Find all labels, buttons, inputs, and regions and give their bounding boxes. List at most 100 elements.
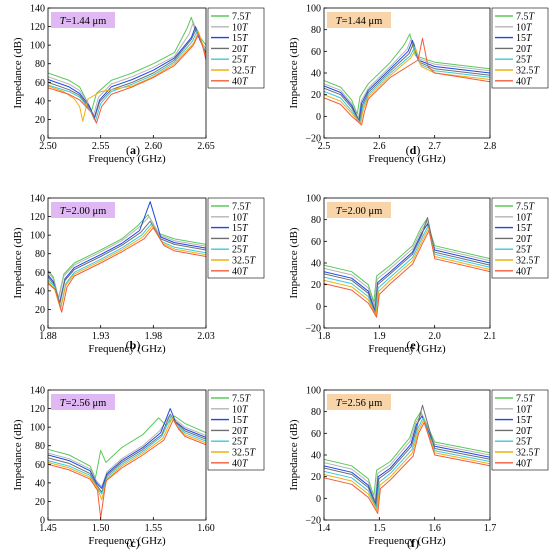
x-tick-label: 2.8 — [484, 141, 497, 152]
series-line-15T — [48, 408, 206, 489]
y-axis-label: Impedance (dB) — [288, 227, 300, 298]
y-tick-label: 120 — [30, 212, 45, 223]
series-line-10T — [48, 216, 206, 301]
y-tick-label: 0 — [316, 112, 321, 123]
series-line-20T — [324, 42, 490, 123]
legend-entry: 32.5T — [516, 66, 541, 77]
thickness-label: T=2.56 μm — [60, 398, 107, 409]
legend-entry: 32.5T — [232, 66, 257, 77]
x-axis-label: Frequency (GHz) — [368, 343, 446, 355]
chart-panel-a: 2.50 2.55 2.60 2.65 0 20 40 60 80 100 120 140 Freque… — [12, 4, 265, 165]
y-tick-label: −20 — [305, 134, 321, 145]
series-line-7.5T — [48, 415, 206, 479]
y-tick-label: −20 — [305, 324, 321, 335]
y-tick-label: 20 — [311, 280, 321, 291]
x-tick-label: 1.93 — [92, 331, 110, 342]
y-tick-label: 20 — [35, 115, 45, 126]
legend-entry: 40T — [516, 266, 533, 277]
y-tick-label: 80 — [311, 215, 321, 226]
y-tick-label: 100 — [306, 194, 321, 205]
thickness-label: T=2.00 μm — [336, 206, 383, 217]
y-tick-label: 40 — [35, 96, 45, 107]
thickness-badge — [327, 394, 391, 410]
series-line-40T — [48, 227, 206, 313]
y-tick-label: 120 — [30, 22, 45, 33]
x-tick-label: 2.6 — [373, 141, 386, 152]
legend-entry: 7.5T — [516, 394, 536, 405]
y-tick-label: 100 — [30, 41, 45, 52]
y-tick-label: 140 — [30, 194, 45, 205]
series-line-7.5T — [48, 214, 206, 299]
thickness-label: T=2.56 μm — [336, 398, 383, 409]
y-tick-label: 60 — [35, 268, 45, 279]
y-axis-label: Impedance (dB) — [288, 37, 300, 108]
legend-entry: 20T — [516, 234, 533, 245]
y-tick-label: 0 — [316, 302, 321, 313]
y-tick-label: 100 — [306, 386, 321, 397]
y-tick-label: 120 — [30, 404, 45, 415]
series-line-7.5T — [48, 16, 206, 113]
legend-entry: 10T — [516, 404, 533, 415]
chart-panel-c: 1.45 1.50 1.55 1.60 0 20 40 60 80 100 120 140 Freque… — [12, 386, 265, 550]
legend-entry: 40T — [232, 458, 249, 469]
y-tick-label: 40 — [311, 451, 321, 462]
panel-label: (d) — [406, 143, 421, 157]
x-tick-label: 2.5 — [318, 141, 331, 152]
x-tick-label: 1.60 — [197, 523, 215, 534]
x-axis-label: Frequency (GHz) — [88, 343, 166, 355]
legend-entry: 15T — [516, 223, 533, 234]
y-tick-label: 80 — [35, 441, 45, 452]
x-tick-label: 2.7 — [428, 141, 441, 152]
legend-entry: 20T — [232, 234, 249, 245]
x-tick-label: 1.6 — [428, 523, 441, 534]
legend-entry: 10T — [516, 22, 533, 33]
y-tick-label: −20 — [305, 516, 321, 527]
legend-entry: 25T — [516, 245, 533, 256]
legend-entry: 7.5T — [232, 394, 252, 405]
thickness-label: T=2.00 μm — [60, 206, 107, 217]
legend-entry: 40T — [232, 266, 249, 277]
y-tick-label: 80 — [311, 407, 321, 418]
panel-label: (e) — [406, 338, 419, 352]
legend-entry: 20T — [232, 44, 249, 55]
thickness-badge — [327, 12, 391, 28]
legend-entry: 10T — [232, 404, 249, 415]
legend-entry: 25T — [232, 437, 249, 448]
legend-entry: 40T — [516, 458, 533, 469]
series-line-20T — [324, 404, 490, 507]
y-tick-label: 60 — [35, 78, 45, 89]
legend-entry: 32.5T — [516, 256, 541, 267]
legend-entry: 15T — [516, 415, 533, 426]
x-axis-label: Frequency (GHz) — [368, 535, 446, 547]
thickness-badge — [51, 394, 115, 410]
plot-frame — [47, 7, 207, 139]
legend-entry: 20T — [232, 426, 249, 437]
x-tick-label: 1.55 — [145, 523, 163, 534]
chart-panel-d: 2.5 2.6 2.7 2.8 −20 0 20 40 60 80 100 Frequency (GH… — [288, 4, 549, 165]
chart-panel-b: 1.88 1.93 1.98 2.03 0 20 40 60 80 100 120 140 Freque… — [12, 194, 265, 355]
x-tick-label: 1.5 — [373, 523, 386, 534]
series-line-32.5T — [324, 227, 490, 317]
y-tick-label: 100 — [30, 231, 45, 242]
x-tick-label: 1.4 — [318, 523, 331, 534]
legend-entry: 7.5T — [232, 12, 252, 23]
y-tick-label: 40 — [35, 478, 45, 489]
legend-entry: 15T — [232, 33, 249, 44]
y-tick-label: 60 — [311, 429, 321, 440]
y-tick-label: 20 — [35, 305, 45, 316]
series-line-10T — [324, 37, 490, 119]
series-line-20T — [324, 217, 490, 314]
series-line-20T — [48, 413, 206, 493]
x-tick-label: 1.98 — [145, 331, 163, 342]
thickness-label: T=1.44 μm — [336, 16, 383, 27]
series-line-15T — [48, 26, 206, 119]
y-tick-label: 0 — [40, 516, 45, 527]
x-tick-label: 2.55 — [92, 141, 110, 152]
legend-entry: 32.5T — [232, 256, 257, 267]
legend-entry: 10T — [232, 212, 249, 223]
